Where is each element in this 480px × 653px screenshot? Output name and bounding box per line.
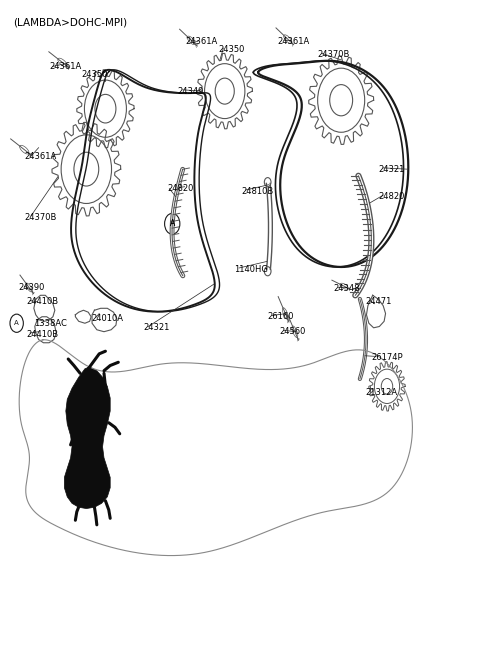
Text: 24321: 24321 [144, 323, 170, 332]
Text: 26160: 26160 [268, 312, 294, 321]
Text: 24820: 24820 [378, 192, 405, 201]
Text: 24361A: 24361A [277, 37, 310, 46]
Text: A: A [169, 219, 175, 229]
Text: 24361A: 24361A [49, 62, 82, 71]
Text: 24010A: 24010A [91, 314, 123, 323]
Polygon shape [64, 367, 110, 509]
Text: 24410B: 24410B [26, 297, 59, 306]
Text: 26174P: 26174P [371, 353, 403, 362]
Text: 24560: 24560 [279, 327, 305, 336]
Text: A: A [14, 320, 19, 326]
Text: 24410B: 24410B [26, 330, 59, 339]
Polygon shape [75, 466, 104, 502]
Text: 24820: 24820 [168, 184, 194, 193]
Text: 1338AC: 1338AC [34, 319, 67, 328]
Text: A: A [169, 219, 175, 229]
Text: 24361A: 24361A [24, 151, 57, 161]
Text: 24390: 24390 [18, 283, 45, 292]
Text: 1140HG: 1140HG [234, 264, 268, 274]
Text: 24361A: 24361A [185, 37, 217, 46]
Text: (LAMBDA>DOHC-MPI): (LAMBDA>DOHC-MPI) [13, 17, 128, 27]
Text: 24810B: 24810B [241, 187, 273, 196]
Text: 24349: 24349 [177, 87, 204, 95]
Text: 21312A: 21312A [365, 389, 397, 397]
Text: 24350: 24350 [82, 70, 108, 79]
Text: 24471: 24471 [365, 297, 391, 306]
Text: 24321: 24321 [378, 165, 405, 174]
Text: 24370B: 24370B [317, 50, 350, 59]
Text: 24348: 24348 [333, 284, 360, 293]
Text: 24350: 24350 [218, 45, 245, 54]
Text: 24370B: 24370B [24, 213, 57, 222]
